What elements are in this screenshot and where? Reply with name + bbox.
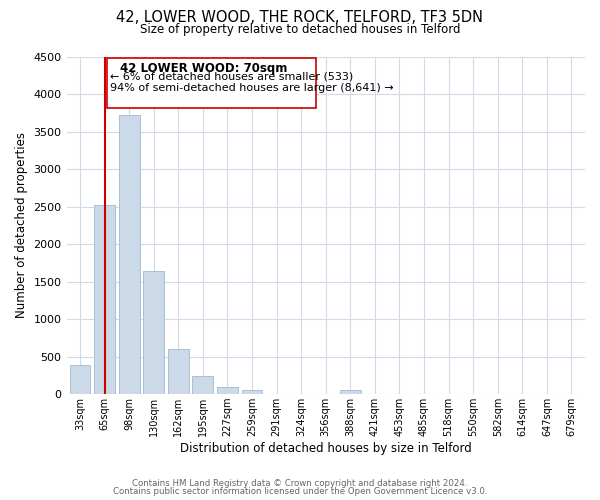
Text: 94% of semi-detached houses are larger (8,641) →: 94% of semi-detached houses are larger (… bbox=[110, 83, 394, 93]
Y-axis label: Number of detached properties: Number of detached properties bbox=[15, 132, 28, 318]
Bar bbox=[242, 390, 262, 394]
Text: Contains HM Land Registry data © Crown copyright and database right 2024.: Contains HM Land Registry data © Crown c… bbox=[132, 478, 468, 488]
Bar bbox=[168, 349, 189, 394]
FancyBboxPatch shape bbox=[107, 58, 316, 108]
Bar bbox=[193, 376, 214, 394]
Bar bbox=[94, 205, 115, 394]
Text: 42, LOWER WOOD, THE ROCK, TELFORD, TF3 5DN: 42, LOWER WOOD, THE ROCK, TELFORD, TF3 5… bbox=[116, 10, 484, 25]
Text: Size of property relative to detached houses in Telford: Size of property relative to detached ho… bbox=[140, 22, 460, 36]
Bar bbox=[217, 387, 238, 394]
Bar bbox=[119, 115, 140, 394]
Bar bbox=[340, 390, 361, 394]
Text: 42 LOWER WOOD: 70sqm: 42 LOWER WOOD: 70sqm bbox=[120, 62, 287, 75]
Bar bbox=[70, 365, 91, 394]
Text: ← 6% of detached houses are smaller (533): ← 6% of detached houses are smaller (533… bbox=[110, 72, 353, 82]
Bar bbox=[143, 271, 164, 394]
Text: Contains public sector information licensed under the Open Government Licence v3: Contains public sector information licen… bbox=[113, 487, 487, 496]
X-axis label: Distribution of detached houses by size in Telford: Distribution of detached houses by size … bbox=[180, 442, 472, 455]
